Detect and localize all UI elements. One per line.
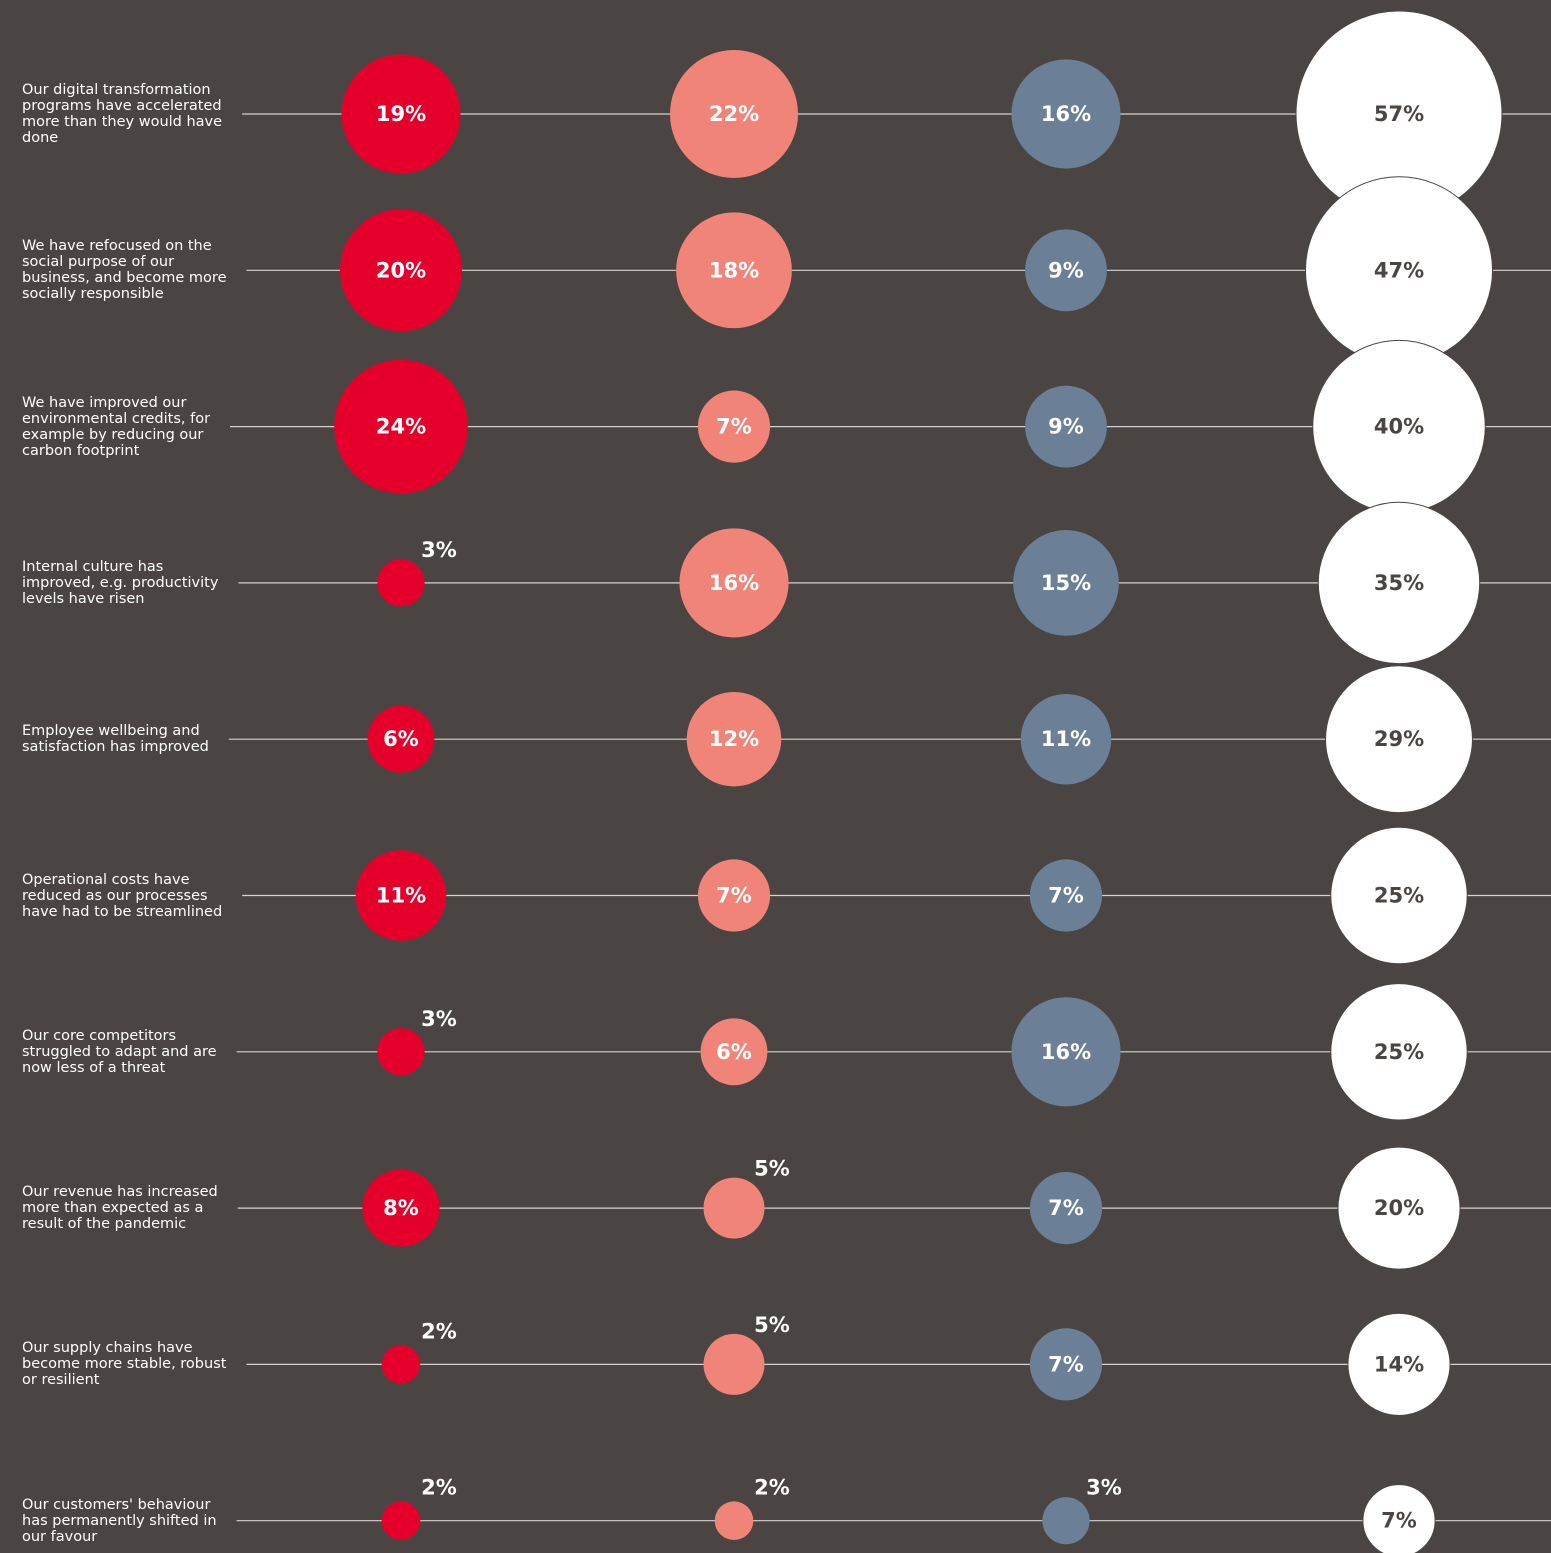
value-label: 9% (1048, 258, 1084, 282)
bubble (714, 1501, 754, 1540)
bubble (1337, 1146, 1461, 1270)
value-label: 7% (716, 884, 752, 908)
value-label: 7% (1381, 1509, 1417, 1533)
value-label: 40% (1374, 415, 1424, 439)
value-label: 14% (1374, 1352, 1424, 1376)
value-label: 57% (1374, 102, 1424, 126)
value-label: 7% (1048, 884, 1084, 908)
value-label: 19% (376, 102, 426, 126)
bubble (703, 1177, 765, 1239)
bubble (1029, 1328, 1103, 1401)
value-label: 5% (754, 1313, 790, 1337)
value-label: 3% (421, 538, 457, 562)
bubble (1011, 997, 1121, 1107)
bubble (339, 209, 463, 332)
bubble (377, 559, 425, 607)
bubble (1042, 1497, 1090, 1545)
value-label: 47% (1374, 258, 1424, 282)
bubble (1011, 59, 1121, 169)
bubble (1362, 1484, 1436, 1553)
value-label: 24% (376, 415, 426, 439)
value-label: 9% (1048, 415, 1084, 439)
value-label: 16% (709, 571, 759, 595)
bubble (1025, 385, 1107, 468)
bubbles: 19% 22% 16% 57% 20% 18% 9% 47% 24% 7% 9% 40% 3% 16% 15… (334, 10, 1503, 1553)
value-label: 15% (1041, 571, 1091, 595)
bubble (377, 1028, 425, 1076)
category-label: Our core competitors struggled to adapt … (22, 1027, 217, 1076)
bubble (1330, 826, 1468, 965)
bubble (341, 54, 461, 174)
value-label: 20% (1374, 1196, 1424, 1220)
value-label: 2% (754, 1476, 790, 1500)
value-label: 35% (1374, 571, 1424, 595)
bubble (697, 859, 771, 932)
value-label: 3% (421, 1007, 457, 1031)
value-label: 25% (1374, 884, 1424, 908)
value-label: 12% (709, 727, 759, 751)
bubble (334, 359, 468, 494)
value-label: 2% (421, 1476, 457, 1500)
value-label: 18% (709, 258, 759, 282)
value-label: 7% (1048, 1196, 1084, 1220)
bubble (1330, 983, 1468, 1121)
bubble (670, 50, 798, 178)
value-label: 7% (716, 415, 752, 439)
bubble (1325, 665, 1473, 814)
bubble (381, 1345, 421, 1384)
category-label: Internal culture has improved, e.g. prod… (22, 558, 219, 607)
category-label: Our supply chains have become more stabl… (22, 1340, 227, 1389)
category-label: Our revenue has increased more than expe… (22, 1184, 218, 1233)
bubble (1020, 693, 1112, 785)
value-label: 6% (716, 1040, 752, 1064)
bubble (679, 528, 789, 638)
value-label: 6% (383, 727, 419, 751)
value-label: 5% (754, 1157, 790, 1181)
category-label: Employee wellbeing and satisfaction has … (22, 723, 209, 756)
bubble (676, 212, 792, 329)
bubble (362, 1169, 440, 1247)
bubble (703, 1333, 765, 1395)
bubble (367, 705, 435, 773)
bubble (1013, 530, 1119, 636)
category-label: We have refocused on the social purpose … (22, 238, 227, 303)
value-label: 25% (1374, 1040, 1424, 1064)
value-label: 29% (1374, 727, 1424, 751)
bubble (1317, 501, 1481, 665)
category-label: Our digital transformation programs have… (22, 82, 223, 146)
bubble (700, 1018, 768, 1086)
value-label: 7% (1048, 1352, 1084, 1376)
bubble (1025, 229, 1107, 312)
bubble (355, 850, 447, 941)
value-label: 8% (383, 1196, 419, 1220)
value-label: 22% (709, 102, 759, 126)
value-label: 16% (1041, 1040, 1091, 1064)
bubble (381, 1501, 421, 1540)
category-label: We have improved our environmental credi… (22, 394, 211, 459)
value-label: 11% (376, 884, 426, 908)
value-label: 20% (376, 258, 426, 282)
value-label: 11% (1041, 727, 1091, 751)
category-label: Operational costs have reduced as our pr… (22, 871, 223, 920)
bubble (1029, 859, 1103, 932)
bubble (697, 390, 771, 463)
category-label: Our customers' behaviour has permanently… (22, 1496, 217, 1545)
value-label: 2% (421, 1319, 457, 1343)
value-label: 16% (1041, 102, 1091, 126)
bubble (1029, 1172, 1103, 1245)
bubble (1347, 1312, 1451, 1416)
bubble (686, 691, 782, 787)
value-label: 3% (1086, 1476, 1122, 1500)
